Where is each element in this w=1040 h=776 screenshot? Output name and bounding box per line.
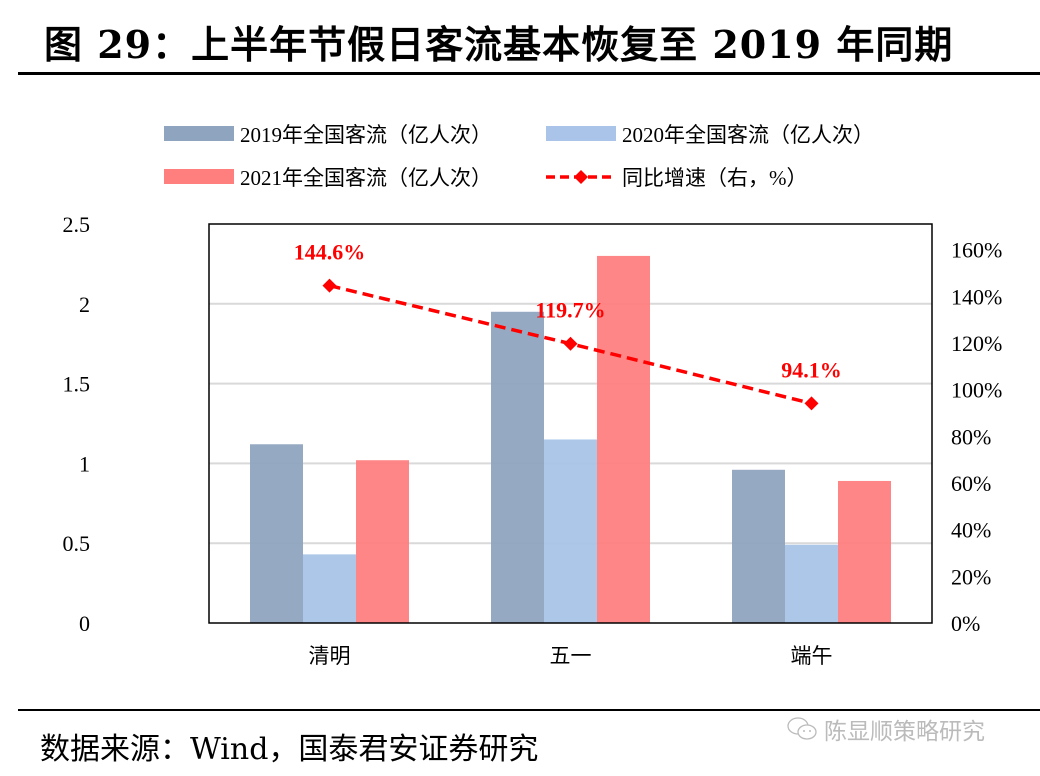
y-right-tick-label: 60%: [951, 471, 991, 496]
legend-marker: [574, 170, 588, 184]
legend-swatch: [164, 126, 234, 141]
growth-line: 144.6% 119.7% 94.1%: [294, 240, 842, 411]
x-tick-label: 清明: [309, 644, 351, 668]
legend-swatch: [164, 169, 234, 184]
growth-point: [322, 278, 337, 293]
legend-swatch: [546, 126, 616, 141]
y-left-tick-label: 1.5: [63, 372, 91, 397]
y-right-tick-label: 160%: [951, 238, 1002, 263]
bar: [491, 311, 544, 623]
growth-data-label: 94.1%: [781, 357, 842, 382]
y-right-tick-label: 120%: [951, 331, 1002, 356]
bar: [250, 444, 303, 623]
y-right-tick-label: 20%: [951, 564, 991, 589]
y-right-tick-label: 80%: [951, 424, 991, 449]
x-tick-label: 端午: [791, 644, 833, 668]
legend-label: 2019年全国客流（亿人次）: [240, 123, 492, 147]
bar: [597, 255, 650, 624]
chart: 2019年全国客流（亿人次） 2020年全国客流（亿人次） 2021年全国客流（亿人…: [63, 123, 1003, 668]
bar: [303, 554, 356, 623]
growth-data-label: 119.7%: [535, 298, 605, 323]
y-axis-left: 0 0.5 1 1.5 2 2.5: [63, 212, 91, 636]
x-axis: 清明 五一 端午: [309, 644, 833, 668]
y-left-tick-label: 0.5: [63, 531, 91, 556]
footer-rule: [18, 709, 1040, 711]
y-right-tick-label: 140%: [951, 284, 1002, 309]
y-right-tick-label: 100%: [951, 378, 1002, 403]
growth-point: [804, 396, 819, 411]
y-right-tick-label: 40%: [951, 518, 991, 543]
x-tick-label: 五一: [550, 644, 592, 668]
growth-point: [563, 336, 578, 351]
source-note: 数据来源：Wind，国泰君安证券研究: [40, 732, 539, 767]
bar: [785, 544, 838, 623]
watermark: 陈显顺策略研究: [786, 712, 985, 746]
watermark-text: 陈显顺策略研究: [824, 719, 985, 745]
y-left-tick-label: 1: [79, 451, 90, 476]
bar: [838, 480, 891, 623]
bar: [356, 460, 409, 623]
legend-label: 同比增速（右，%）: [622, 166, 808, 190]
y-left-tick-label: 2.5: [63, 212, 91, 237]
y-axis-right: 0% 20% 40% 60% 80% 100% 120% 140% 160%: [951, 238, 1002, 636]
wechat-icon: [787, 717, 817, 740]
legend: 2019年全国客流（亿人次） 2020年全国客流（亿人次） 2021年全国客流（亿人…: [164, 123, 874, 190]
plot-frame: [208, 223, 933, 624]
bars: [250, 255, 891, 624]
bar: [732, 469, 785, 623]
y-left-tick-label: 0: [79, 611, 90, 636]
title-rule: [18, 72, 1040, 75]
y-right-tick-label: 0%: [951, 611, 980, 636]
legend-label: 2020年全国客流（亿人次）: [622, 123, 874, 147]
legend-label: 2021年全国客流（亿人次）: [240, 166, 492, 190]
y-left-tick-label: 2: [79, 292, 90, 317]
page-title: 图 29：上半年节假日客流基本恢复至 2019 年同期: [44, 22, 954, 67]
growth-data-label: 144.6%: [294, 240, 366, 265]
bar: [544, 439, 597, 623]
